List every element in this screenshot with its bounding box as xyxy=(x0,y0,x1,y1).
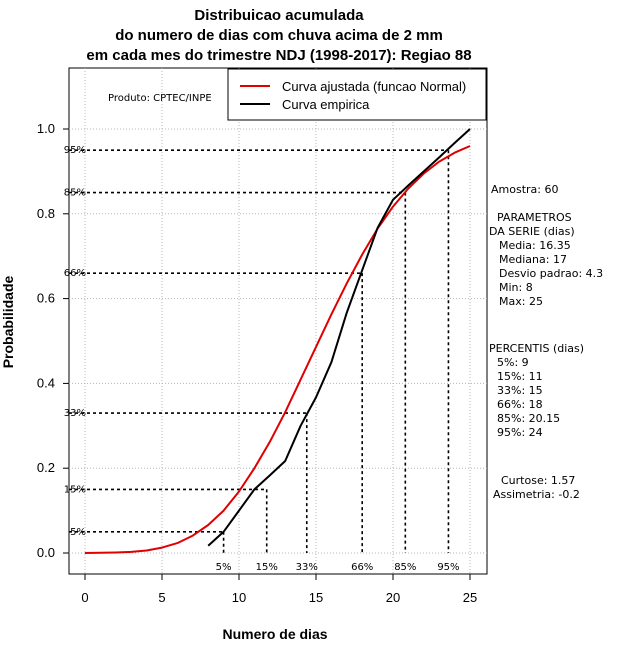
side-statistics: Amostra: 60 PARAMETROS DA SERIE (dias) M… xyxy=(489,183,603,501)
min-text: Min: 8 xyxy=(499,281,533,294)
empirical-curve xyxy=(207,128,471,547)
percentile-left-label: 15% xyxy=(64,484,86,495)
x-tick-label: 5 xyxy=(158,590,165,605)
chart-title-line-3: em cada mes do trimestre NDJ (1998-2017)… xyxy=(86,47,471,64)
kurtosis-text: Curtose: 1.57 xyxy=(501,474,575,487)
plot-frame xyxy=(68,67,488,575)
percentile-bottom-label: 66% xyxy=(351,562,373,573)
percentile-95-text: 95%: 24 xyxy=(497,426,543,439)
median-text: Mediana: 17 xyxy=(499,253,567,266)
axes: 0 5 10 15 20 25 0.0 0.2 0.4 0.6 0.8 1.0 xyxy=(37,121,477,605)
x-tick-label: 15 xyxy=(309,590,323,605)
percentile-bottom-label: 85% xyxy=(394,562,416,573)
parameters-title-1: PARAMETROS xyxy=(497,211,572,224)
percentiles-title: PERCENTIS (dias) xyxy=(489,342,584,355)
x-tick-label: 0 xyxy=(81,590,88,605)
y-tick-label: 0.0 xyxy=(37,545,55,560)
y-tick-label: 0.8 xyxy=(37,206,55,221)
grid xyxy=(69,68,487,574)
chart-title-line-2: do numero de dias com chuva acima de 2 m… xyxy=(115,27,443,44)
legend-box xyxy=(227,68,487,121)
percentile-15-text: 15%: 11 xyxy=(497,370,543,383)
y-axis-label: Probabilidade xyxy=(0,276,16,369)
x-tick-label: 10 xyxy=(232,590,246,605)
percentile-bottom-label: 5% xyxy=(216,562,232,573)
std-dev-text: Desvio padrao: 4.3 xyxy=(499,267,603,280)
parameters-title-2: DA SERIE (dias) xyxy=(489,225,575,238)
legend: Curva ajustada (funcao Normal) Curva emp… xyxy=(227,68,487,121)
percentile-left-label: 85% xyxy=(64,188,86,199)
skewness-text: Assimetria: -0.2 xyxy=(493,488,580,501)
percentile-66-text: 66%: 18 xyxy=(497,398,543,411)
mean-text: Media: 16.35 xyxy=(499,239,571,252)
y-tick-label: 0.6 xyxy=(37,291,55,306)
x-tick-label: 25 xyxy=(463,590,477,605)
percentile-33-text: 33%: 15 xyxy=(497,384,543,397)
percentile-bottom-label: 95% xyxy=(437,562,459,573)
legend-label-fitted: Curva ajustada (funcao Normal) xyxy=(282,79,466,94)
product-label: Produto: CPTEC/INPE xyxy=(108,93,212,104)
sample-size-text: Amostra: 60 xyxy=(491,183,558,196)
percentile-guides: 5% 5% 15% 15% 33% 33% 66% 66% 85% 85% 95% 95% xyxy=(64,145,460,573)
percentile-left-label: 66% xyxy=(64,268,86,279)
percentile-5-text: 5%: 9 xyxy=(497,356,529,369)
series-lines xyxy=(84,128,471,554)
y-tick-label: 1.0 xyxy=(37,121,55,136)
x-axis-label: Numero de dias xyxy=(222,626,327,642)
percentile-left-label: 33% xyxy=(64,408,86,419)
y-tick-label: 0.2 xyxy=(37,460,55,475)
percentile-left-label: 95% xyxy=(64,145,86,156)
x-tick-label: 20 xyxy=(386,590,400,605)
percentile-bottom-label: 33% xyxy=(296,562,318,573)
fitted-normal-curve xyxy=(84,145,471,554)
chart-title-line-1: Distribuicao acumulada xyxy=(194,7,364,24)
percentile-bottom-label: 15% xyxy=(256,562,278,573)
y-tick-label: 0.4 xyxy=(37,375,55,390)
percentile-left-label: 5% xyxy=(70,527,86,538)
percentile-85-text: 85%: 20.15 xyxy=(497,412,560,425)
legend-label-empirical: Curva empirica xyxy=(282,97,370,112)
max-text: Max: 25 xyxy=(499,295,543,308)
